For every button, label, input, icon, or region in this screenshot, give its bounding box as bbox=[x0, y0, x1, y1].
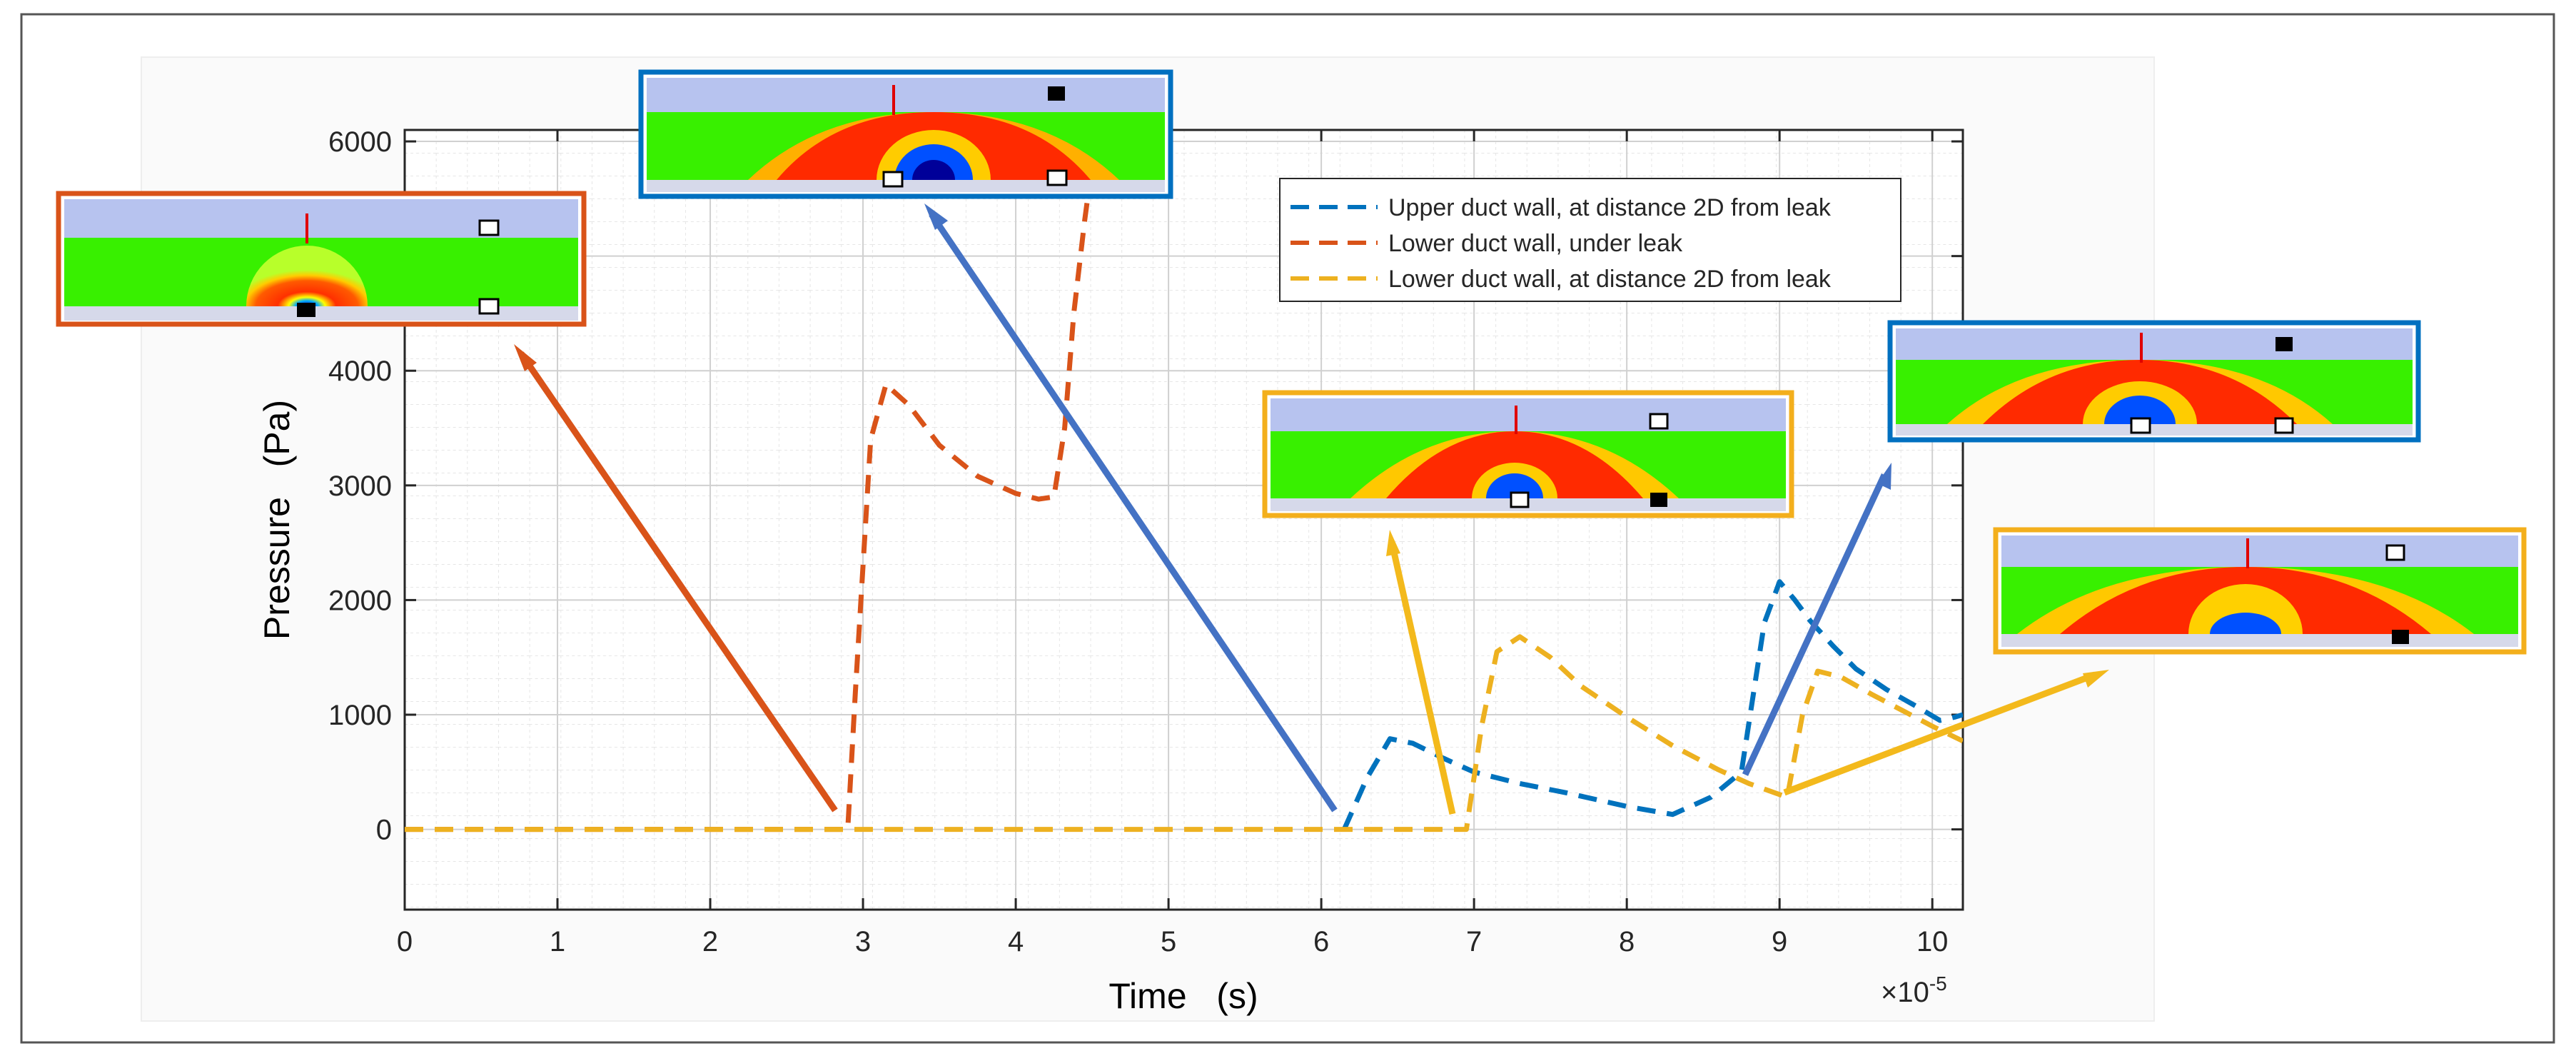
y-tick-label: 0 bbox=[376, 815, 392, 846]
x-tick-label: 6 bbox=[1313, 926, 1329, 957]
x-tick-label: 3 bbox=[855, 926, 871, 957]
arrow-upper-peak-head bbox=[1877, 463, 1891, 490]
x-tick-label: 1 bbox=[550, 926, 565, 957]
x-tick-label: 5 bbox=[1161, 926, 1176, 957]
arrow-late-head bbox=[2083, 670, 2109, 688]
arrow-under-leak-head bbox=[924, 203, 948, 230]
snapshot-under-leak bbox=[638, 69, 1173, 199]
arrow-late bbox=[1783, 671, 2096, 796]
x-tick-label: 10 bbox=[1916, 926, 1949, 957]
axes-box bbox=[403, 129, 1964, 911]
arrow-mid bbox=[1388, 542, 1456, 815]
x-tick-label: 2 bbox=[702, 926, 718, 957]
y-tick-label: 3000 bbox=[328, 471, 392, 502]
series-lower-wall-under-leak bbox=[405, 130, 1099, 833]
y-tick-label: 1000 bbox=[328, 700, 392, 731]
legend-box bbox=[1279, 178, 1901, 302]
snapshot-early bbox=[56, 191, 587, 327]
arrow-upper-peak bbox=[1742, 473, 1888, 776]
legend-label-lower: Lower duct wall, at distance 2D from lea… bbox=[1388, 266, 1832, 293]
y-axis-label: Pressure (Pa) bbox=[257, 400, 297, 640]
outer-frame bbox=[20, 13, 2555, 1044]
x-tick-label: 0 bbox=[397, 926, 413, 957]
x-exponent-power: -5 bbox=[1929, 972, 1947, 995]
snapshot-late bbox=[1993, 527, 2527, 655]
arrow-early bbox=[518, 351, 838, 813]
series-lines bbox=[405, 130, 1963, 833]
x-exponent: ×10-5 bbox=[1881, 972, 1947, 1008]
snapshot-upper-peak bbox=[1887, 320, 2421, 443]
arrow-under-leak bbox=[929, 212, 1338, 813]
legend-label-under: Lower duct wall, under leak bbox=[1388, 230, 1683, 257]
y-tick-label: 4000 bbox=[328, 356, 392, 387]
x-tick-label: 7 bbox=[1466, 926, 1482, 957]
x-tick-label: 8 bbox=[1619, 926, 1635, 957]
x-tick-label: 4 bbox=[1008, 926, 1024, 957]
legend-label-upper: Upper duct wall, at distance 2D from lea… bbox=[1388, 194, 1832, 221]
series-lower-wall-2d bbox=[405, 634, 1963, 833]
x-exponent-base: ×10 bbox=[1881, 977, 1929, 1008]
arrow-early-head bbox=[514, 344, 537, 371]
x-tick-label: 9 bbox=[1772, 926, 1787, 957]
y-tick-label: 6000 bbox=[328, 126, 392, 158]
callout-arrows bbox=[514, 203, 2109, 815]
x-axis-label: Time (s) bbox=[1108, 976, 1258, 1016]
legend: Upper duct wall, at distance 2D from lea… bbox=[1279, 178, 1901, 302]
snapshot-mid bbox=[1262, 390, 1794, 518]
arrow-mid-head bbox=[1386, 530, 1400, 556]
y-tick-label: 2000 bbox=[328, 585, 392, 616]
